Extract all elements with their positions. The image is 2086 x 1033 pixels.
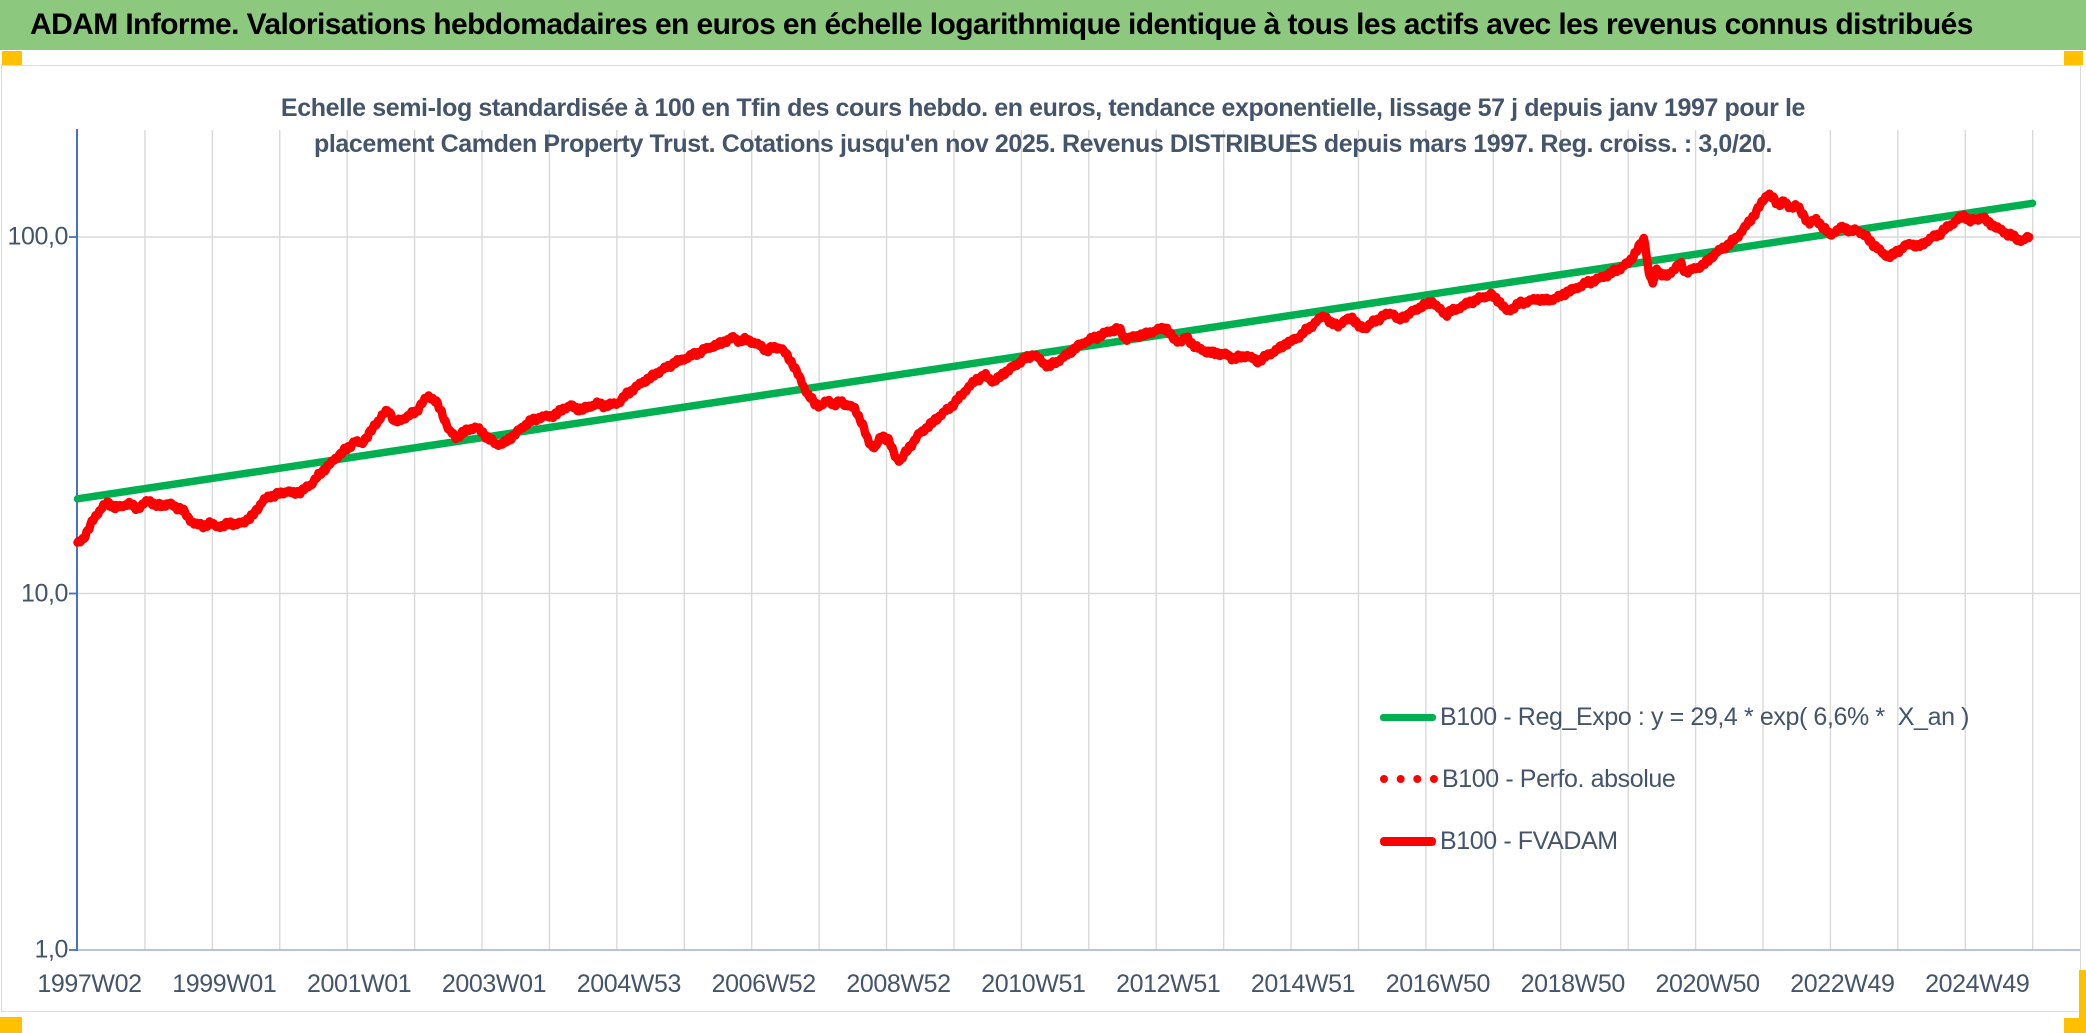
legend-item: B100 - FVADAM [1380, 810, 1969, 872]
x-axis-tick-label: 2022W49 [1790, 970, 1895, 998]
chart-legend: B100 - Reg_Expo : y = 29,4 * exp( 6,6% *… [1380, 686, 1969, 872]
x-axis-tick-label: 1999W01 [172, 970, 277, 998]
x-axis-tick-label: 1997W02 [37, 970, 142, 998]
legend-item-label: B100 - FVADAM [1440, 826, 1618, 855]
corner-accent-top-right [2064, 51, 2083, 65]
y-axis-tick-label: 100,0 [7, 222, 68, 251]
x-axis-tick-label: 2006W52 [711, 970, 817, 998]
x-axis-tick-label: 2014W51 [1250, 970, 1356, 998]
legend-item: B100 - Perfo. absolue [1380, 748, 1969, 810]
x-axis-tick-label: 2010W51 [981, 970, 1086, 998]
y-axis-tick-label: 10,0 [20, 579, 68, 607]
corner-accent-top-left [2, 51, 22, 65]
series-reg-expo-line [73, 199, 2037, 503]
x-axis-tick-label: 2016W50 [1385, 970, 1491, 998]
corner-accent-bottom-right-block [2064, 1018, 2086, 1033]
banner-title: ADAM Informe. Valorisations hebdomadaire… [30, 8, 1973, 41]
legend-item: B100 - Reg_Expo : y = 29,4 * exp( 6,6% *… [1380, 686, 1969, 748]
x-axis-tick-label: 2008W52 [846, 970, 951, 998]
x-axis-tick-label: 2018W50 [1520, 970, 1626, 998]
x-axis-tick-label: 2024W49 [1925, 970, 2030, 998]
legend-swatch-reg-expo-icon [1380, 713, 1436, 721]
corner-accent-bottom-right-strip [2079, 970, 2086, 1033]
chart-title-line-1: Echelle semi-log standardisée à 100 en T… [280, 94, 1806, 122]
x-axis-tick-label: 2004W53 [576, 970, 682, 998]
banner-title-bar: ADAM Informe. Valorisations hebdomadaire… [0, 0, 2086, 50]
series-fvadam-line [73, 189, 2034, 547]
corner-accent-bottom-left [0, 1017, 22, 1033]
legend-swatch-perfo-absolue-icon [1380, 775, 1438, 783]
legend-item-label: B100 - Reg_Expo : y = 29,4 * exp( 6,6% *… [1440, 702, 1970, 731]
x-axis-tick-label: 2003W01 [441, 970, 547, 998]
legend-swatch-fvadam-icon [1380, 836, 1436, 846]
chart-title-line-2: placement Camden Property Trust. Cotatio… [313, 130, 1773, 158]
x-axis-tick-label: 2012W51 [1116, 970, 1221, 998]
y-axis-tick-label: 1,0 [34, 935, 68, 964]
x-axis-tick-label: 2001W01 [307, 970, 412, 998]
chart-title: Echelle semi-log standardisée à 100 en T… [0, 90, 2086, 162]
legend-item-label: B100 - Perfo. absolue [1442, 764, 1676, 793]
x-axis-tick-label: 2020W50 [1655, 970, 1760, 998]
